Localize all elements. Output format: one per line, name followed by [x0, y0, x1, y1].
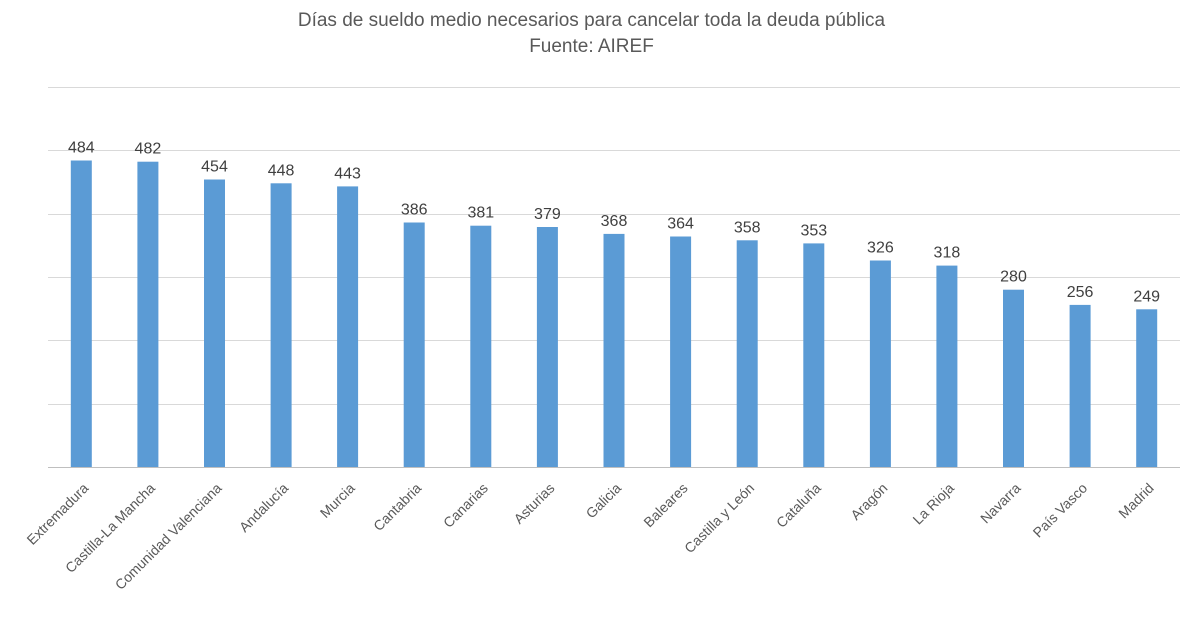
data-label: 368 [601, 213, 628, 230]
category-label: Cataluña [773, 480, 824, 531]
bar [603, 233, 625, 467]
category-label: Andalucía [236, 480, 291, 535]
data-label: 482 [135, 141, 162, 158]
data-label: 454 [201, 159, 228, 176]
bar [869, 260, 891, 467]
bars [70, 160, 1158, 468]
bar [403, 222, 425, 467]
bar [1069, 304, 1091, 467]
chart-title-block: Días de sueldo medio necesarios para can… [0, 8, 1183, 60]
category-label: Madrid [1115, 480, 1157, 522]
data-label: 386 [401, 202, 428, 219]
data-label: 379 [534, 206, 561, 223]
category-label: Aragón [847, 480, 890, 523]
bar [70, 160, 92, 467]
category-label: Cantabria [370, 480, 424, 534]
bar [470, 225, 492, 467]
category-label: Murcia [317, 480, 358, 521]
bar [337, 186, 359, 467]
category-label: Canarias [440, 480, 491, 531]
category-label: Galicia [583, 480, 625, 522]
data-label: 364 [667, 216, 694, 233]
bar [270, 183, 292, 468]
data-label: 280 [1000, 269, 1027, 286]
data-label: 484 [68, 140, 95, 157]
bar [536, 227, 558, 467]
chart-subtitle: Fuente: AIREF [529, 36, 654, 57]
bar [670, 236, 692, 467]
data-label: 318 [934, 245, 961, 262]
bar [936, 265, 958, 467]
bar [803, 243, 825, 467]
bar [137, 161, 159, 467]
data-label: 358 [734, 219, 761, 236]
data-label: 256 [1067, 284, 1094, 301]
bar [1003, 289, 1024, 467]
data-label: 249 [1133, 288, 1160, 305]
category-label: La Rioja [909, 480, 957, 528]
bar [1136, 309, 1158, 467]
category-label: Navarra [977, 480, 1024, 527]
data-label: 443 [334, 165, 361, 182]
gridlines [48, 87, 1180, 468]
data-labels: 484 482 454 448 443 386 381 379 368 364 358 353 326 3… [68, 140, 1160, 306]
category-label: Asturias [510, 480, 557, 527]
bar [736, 240, 758, 467]
data-label: 326 [867, 240, 894, 257]
category-label: Castilla y León [681, 480, 757, 556]
chart-title: Días de sueldo medio necesarios para can… [297, 10, 886, 31]
bar [204, 179, 225, 467]
data-label: 381 [467, 205, 494, 222]
data-label: 448 [268, 162, 295, 179]
category-label: País Vasco [1030, 480, 1091, 541]
data-label: 353 [800, 222, 827, 239]
category-label: Extremadura [23, 480, 91, 548]
category-label: Baleares [640, 480, 690, 530]
